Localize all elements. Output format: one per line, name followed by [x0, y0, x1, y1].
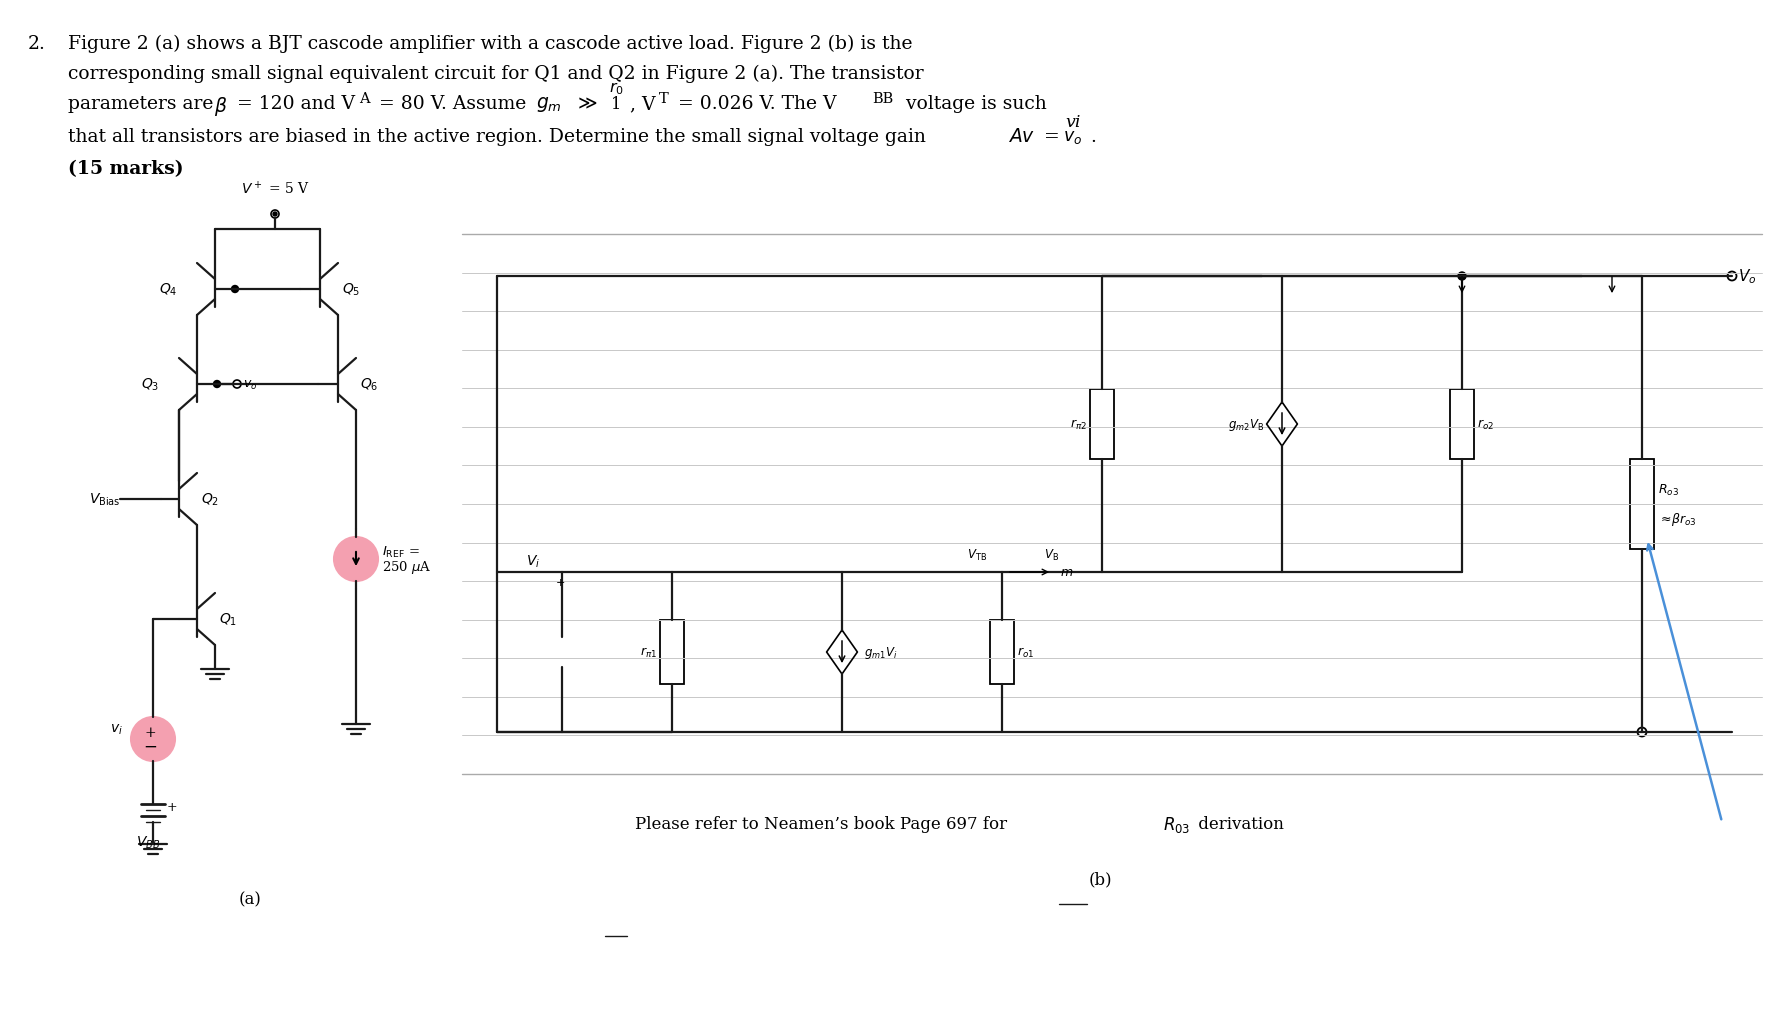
Text: parameters are: parameters are: [68, 95, 220, 113]
Text: $m$: $m$: [1060, 566, 1073, 579]
Circle shape: [547, 637, 578, 667]
Text: $r_0$: $r_0$: [608, 79, 624, 97]
FancyBboxPatch shape: [1091, 389, 1114, 460]
Text: $Q_3$: $Q_3$: [141, 376, 159, 392]
Text: $I_{\rm REF}$ =: $I_{\rm REF}$ =: [383, 544, 420, 559]
Text: = 80 V. Assume: = 80 V. Assume: [374, 95, 533, 113]
Text: , V: , V: [629, 95, 656, 113]
FancyBboxPatch shape: [991, 621, 1014, 685]
Text: T: T: [660, 92, 669, 106]
Text: $V_{BB}$: $V_{BB}$: [136, 835, 161, 851]
Text: $\beta$: $\beta$: [215, 95, 227, 118]
Text: $Q_5$: $Q_5$: [342, 281, 361, 298]
Text: $Av$: $Av$: [1008, 127, 1035, 146]
Text: (15 marks): (15 marks): [68, 160, 184, 178]
Circle shape: [274, 213, 277, 217]
Text: $g_{m1}V_i$: $g_{m1}V_i$: [864, 644, 898, 660]
Text: $V_{\rm B}$: $V_{\rm B}$: [1044, 547, 1060, 562]
Text: $R_{o3}$: $R_{o3}$: [1657, 482, 1679, 497]
Text: 2.: 2.: [29, 35, 46, 53]
Text: that all transistors are biased in the active region. Determine the small signal: that all transistors are biased in the a…: [68, 127, 932, 146]
Text: $g_{m2}V_{\rm B}$: $g_{m2}V_{\rm B}$: [1228, 417, 1264, 433]
Text: $R_{03}$: $R_{03}$: [1162, 814, 1191, 835]
Text: $v_i$: $v_i$: [111, 722, 123, 737]
Text: =: =: [1039, 127, 1066, 146]
Text: $v_o$: $v_o$: [243, 378, 257, 391]
Text: = 120 and V: = 120 and V: [231, 95, 356, 113]
Circle shape: [131, 717, 175, 761]
Text: $r_{\pi 1}$: $r_{\pi 1}$: [640, 645, 656, 659]
Text: $V_{\rm TB}$: $V_{\rm TB}$: [967, 547, 987, 562]
Text: Please refer to Neamen’s book Page 697 for: Please refer to Neamen’s book Page 697 f…: [635, 815, 1012, 833]
Text: $Q_2$: $Q_2$: [200, 491, 220, 507]
Text: $\approx\!\beta r_{o3}$: $\approx\!\beta r_{o3}$: [1657, 511, 1697, 528]
Text: $V_i$: $V_i$: [526, 553, 540, 570]
Text: $Q_6$: $Q_6$: [359, 376, 379, 392]
Text: $r_{o1}$: $r_{o1}$: [1017, 645, 1033, 659]
Text: +: +: [556, 578, 565, 587]
Text: +: +: [145, 726, 156, 739]
FancyBboxPatch shape: [1450, 389, 1473, 460]
Text: $v_o$: $v_o$: [1064, 128, 1082, 146]
Text: derivation: derivation: [1193, 815, 1284, 833]
Text: $Q_1$: $Q_1$: [218, 611, 238, 628]
Text: −: −: [143, 738, 157, 755]
Text: $r_{o2}$: $r_{o2}$: [1477, 418, 1495, 432]
Text: $V_o$: $V_o$: [1738, 267, 1756, 286]
FancyBboxPatch shape: [1631, 460, 1654, 549]
Text: 250 $\mu$A: 250 $\mu$A: [383, 559, 431, 576]
Text: A: A: [359, 92, 370, 106]
Text: voltage is such: voltage is such: [899, 95, 1046, 113]
Circle shape: [1457, 273, 1466, 280]
Text: BB: BB: [873, 92, 894, 106]
Text: vi: vi: [1066, 114, 1080, 130]
Text: $V_{\rm Bias}$: $V_{\rm Bias}$: [89, 491, 120, 507]
Text: .: .: [1091, 127, 1096, 146]
Text: $\gg$: $\gg$: [569, 95, 597, 113]
Circle shape: [334, 537, 377, 582]
Text: $Q_4$: $Q_4$: [159, 281, 177, 298]
Text: = 0.026 V. The V: = 0.026 V. The V: [672, 95, 837, 113]
Text: (a): (a): [238, 891, 261, 908]
FancyBboxPatch shape: [660, 621, 685, 685]
Text: Figure 2 (a) shows a BJT cascode amplifier with a cascode active load. Figure 2 : Figure 2 (a) shows a BJT cascode amplifi…: [68, 35, 912, 53]
Circle shape: [213, 381, 220, 388]
Text: 1: 1: [611, 96, 620, 113]
Text: +: +: [166, 801, 177, 814]
Text: $g_m$: $g_m$: [536, 95, 561, 114]
Text: $V^+$ = 5 V: $V^+$ = 5 V: [241, 179, 309, 197]
Text: (b): (b): [1089, 870, 1112, 888]
Circle shape: [231, 286, 238, 293]
Text: $r_{\pi 2}$: $r_{\pi 2}$: [1069, 418, 1087, 432]
Text: corresponding small signal equivalent circuit for Q1 and Q2 in Figure 2 (a). The: corresponding small signal equivalent ci…: [68, 65, 924, 84]
